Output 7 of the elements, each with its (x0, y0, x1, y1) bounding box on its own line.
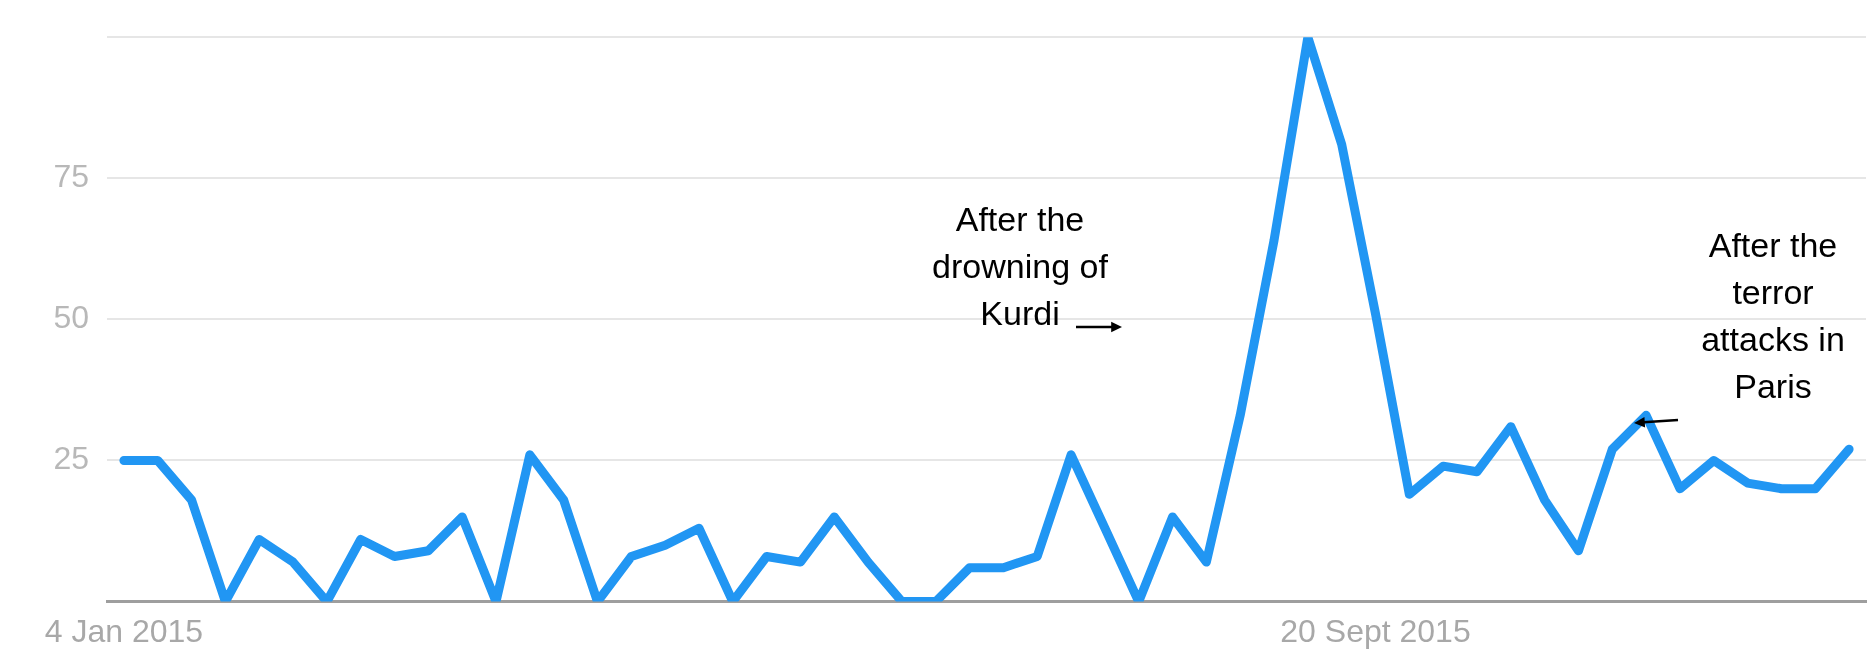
y-tick-label: 25 (53, 440, 89, 477)
y-tick-label: 75 (53, 158, 89, 195)
y-tick-label: 50 (53, 299, 89, 336)
annotation: After the terror attacks in Paris (1700, 225, 1846, 407)
annotation: After the drowning of Kurdi (931, 199, 1109, 334)
x-tick-label: 20 Sept 2015 (1280, 612, 1471, 649)
x-tick-label: 4 Jan 2015 (44, 612, 204, 649)
